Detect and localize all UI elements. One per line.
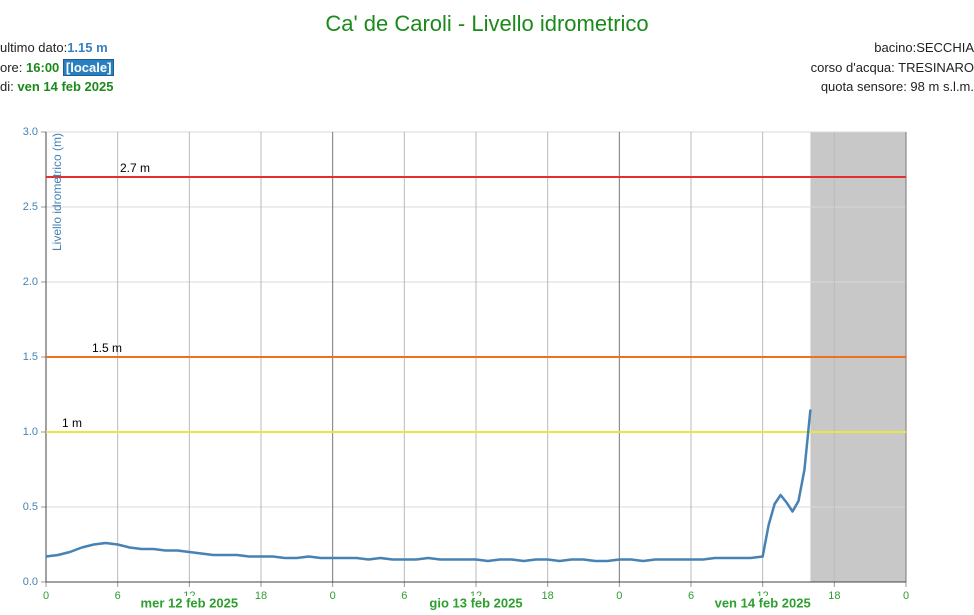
- river: corso d'acqua: TRESINARO: [810, 60, 974, 75]
- x-tick-label: 6: [688, 590, 694, 602]
- x-tick-label: 12: [183, 590, 195, 602]
- day-label-bg: [421, 596, 531, 612]
- y-tick-label: 0.0: [23, 576, 38, 588]
- y-tick-label: 1.5: [23, 351, 38, 363]
- last-data: ultimo dato:1.15 m: [0, 38, 108, 58]
- x-tick-label: 0: [43, 590, 49, 602]
- value: 16:00: [26, 60, 60, 75]
- y-tick-label: 2.0: [23, 276, 38, 288]
- x-tick-label: 12: [470, 590, 482, 602]
- x-tick-label: 6: [401, 590, 407, 602]
- x-tick-label: 18: [828, 590, 840, 602]
- basin: bacino:SECCHIA: [874, 40, 974, 55]
- threshold-label: 1.5 m: [92, 341, 122, 355]
- value: 1.15 m: [67, 40, 108, 55]
- last-date: di: ven 14 feb 2025: [0, 77, 113, 97]
- y-tick-label: 3.0: [23, 126, 38, 138]
- x-tick-label: 0: [330, 590, 336, 602]
- day-label-bg: [707, 596, 818, 612]
- data-line: [45, 409, 812, 563]
- day-label: mer 12 feb 2025: [141, 595, 239, 610]
- shaded-region: [810, 132, 906, 582]
- y-tick-label: 1.0: [23, 426, 38, 438]
- title: Ca' de Caroli - Livello idrometrico: [325, 11, 649, 36]
- x-tick-label: 18: [542, 590, 554, 602]
- y-tick-label: 2.5: [23, 201, 38, 213]
- x-tick-label: 6: [115, 590, 121, 602]
- y-axis-label: Livello idrometrico (m): [50, 133, 64, 251]
- x-tick-label: 12: [757, 590, 769, 602]
- day-label-bg: [134, 596, 245, 612]
- x-tick-label: 18: [255, 590, 267, 602]
- y-tick-label: 0.5: [23, 501, 38, 513]
- day-label: gio 13 feb 2025: [429, 595, 522, 610]
- x-tick-label: 0: [616, 590, 622, 602]
- x-tick-label: 0: [903, 590, 909, 602]
- label: di:: [0, 79, 14, 94]
- timezone-badge[interactable]: [locale]: [62, 59, 115, 76]
- value: ven 14 feb 2025: [17, 79, 114, 94]
- altitude: quota sensore: 98 m s.l.m.: [820, 79, 974, 94]
- day-label: ven 14 feb 2025: [715, 595, 811, 610]
- last-time: ore: 16:00 [locale]: [0, 58, 115, 78]
- label: ore:: [0, 60, 23, 75]
- threshold-label: 1 m: [62, 416, 82, 430]
- label: ultimo dato:: [0, 40, 68, 55]
- threshold-label: 2.7 m: [120, 161, 150, 175]
